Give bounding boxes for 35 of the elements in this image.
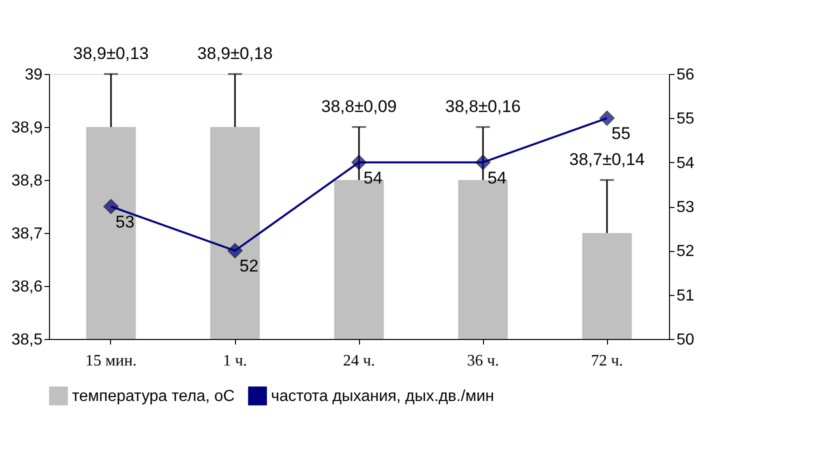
point bbox=[103, 198, 119, 214]
annotation: 38,8±0,09 bbox=[321, 97, 397, 116]
point bbox=[599, 110, 615, 126]
annotation: 38,9±0,18 bbox=[197, 44, 273, 63]
point bbox=[227, 243, 243, 258]
data-label: 55 bbox=[612, 124, 630, 144]
x-tick-label: 15 мин. bbox=[85, 352, 137, 370]
y2-tick-label: 55 bbox=[676, 110, 694, 128]
x-tick-label: 36 ч. bbox=[466, 352, 500, 370]
legend-label: температура тела, оС bbox=[72, 388, 235, 405]
y2-tick-label: 51 bbox=[676, 287, 694, 304]
data-label: 52 bbox=[240, 256, 258, 276]
y-tick-label: 38,9 bbox=[11, 120, 43, 136]
x-tick-label: 24 ч. bbox=[342, 352, 376, 370]
y2-tick-label: 54 bbox=[676, 154, 694, 172]
y-tick-label: 38,5 bbox=[11, 332, 43, 348]
x-tick-label: 1 ч. bbox=[222, 352, 248, 370]
y-tick-label: 38,6 bbox=[11, 278, 43, 296]
annotation: 38,7±0,14 bbox=[569, 150, 645, 169]
data-label: 54 bbox=[364, 168, 382, 188]
y2-tick-label: 50 bbox=[676, 332, 694, 348]
y-tick-label: 39 bbox=[24, 66, 43, 84]
annotation: 38,9±0,13 bbox=[73, 44, 149, 63]
x-tick-label: 72 ч. bbox=[590, 352, 624, 370]
point bbox=[475, 154, 491, 170]
legend-label: частота дыхания, дых.дв./мин bbox=[271, 388, 494, 405]
y-tick-label: 38,8 bbox=[11, 172, 43, 190]
y2-tick-label: 52 bbox=[676, 243, 694, 260]
y2-tick-label: 56 bbox=[676, 66, 694, 84]
y2-tick-label: 53 bbox=[676, 199, 694, 216]
y-tick-label: 38,7 bbox=[11, 226, 43, 242]
data-label: 53 bbox=[116, 212, 134, 232]
annotation: 38,8±0,16 bbox=[445, 97, 521, 116]
point bbox=[351, 154, 367, 170]
data-label: 54 bbox=[488, 168, 506, 188]
